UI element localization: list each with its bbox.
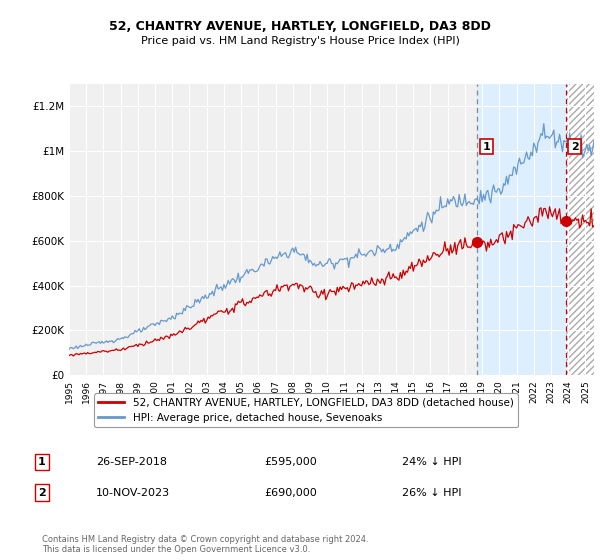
Text: Price paid vs. HM Land Registry's House Price Index (HPI): Price paid vs. HM Land Registry's House …: [140, 36, 460, 46]
Text: 52, CHANTRY AVENUE, HARTLEY, LONGFIELD, DA3 8DD: 52, CHANTRY AVENUE, HARTLEY, LONGFIELD, …: [109, 20, 491, 32]
Text: £690,000: £690,000: [264, 488, 317, 498]
Bar: [478, 84, 566, 375]
Text: Contains HM Land Registry data © Crown copyright and database right 2024.
This d: Contains HM Land Registry data © Crown c…: [42, 535, 368, 554]
Text: 1: 1: [482, 142, 490, 152]
Bar: [566, 84, 594, 375]
Text: 26-SEP-2018: 26-SEP-2018: [96, 457, 167, 467]
Legend: 52, CHANTRY AVENUE, HARTLEY, LONGFIELD, DA3 8DD (detached house), HPI: Average p: 52, CHANTRY AVENUE, HARTLEY, LONGFIELD, …: [94, 394, 518, 427]
Text: 2: 2: [571, 142, 578, 152]
Text: £595,000: £595,000: [264, 457, 317, 467]
Text: 24% ↓ HPI: 24% ↓ HPI: [402, 457, 461, 467]
Text: 10-NOV-2023: 10-NOV-2023: [96, 488, 170, 498]
Text: 26% ↓ HPI: 26% ↓ HPI: [402, 488, 461, 498]
Text: 2: 2: [38, 488, 46, 498]
Bar: [566, 84, 594, 375]
Text: 1: 1: [38, 457, 46, 467]
